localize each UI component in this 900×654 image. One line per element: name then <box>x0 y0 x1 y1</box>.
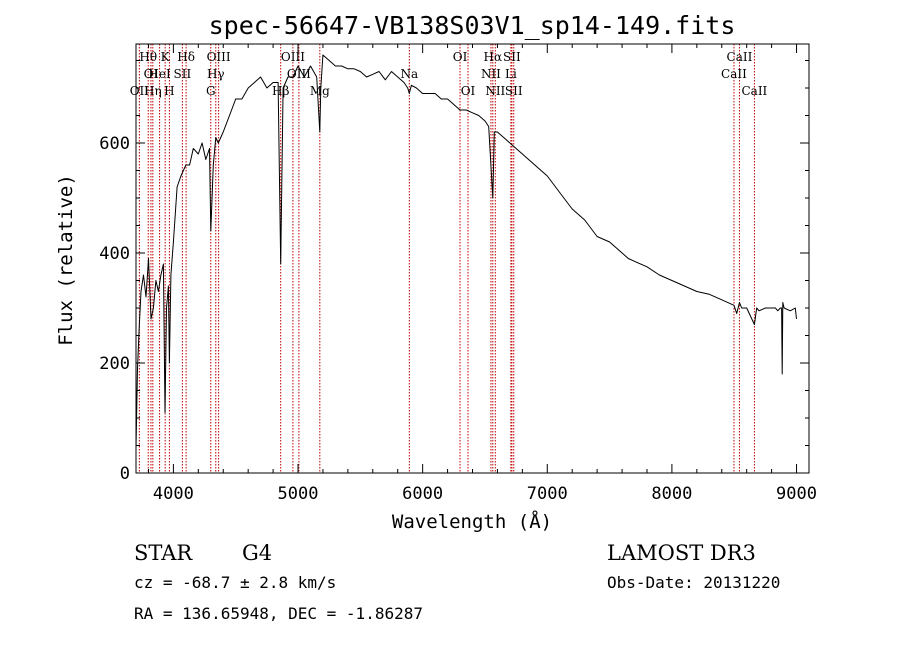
line-label-6: H <box>164 84 174 98</box>
object-class: STAR <box>134 541 193 565</box>
line-label-0: OII <box>130 84 150 98</box>
observation-date: Obs-Date: 20131220 <box>607 573 780 592</box>
line-label-20: Hα <box>484 50 503 64</box>
spectrum-series <box>135 54 797 449</box>
survey-name: LAMOST DR3 <box>607 541 756 565</box>
line-label-21: NII <box>485 84 505 98</box>
line-label-8: Hδ <box>177 50 195 64</box>
x-tick-label-1: 5000 <box>278 484 319 504</box>
line-label-11: OIII <box>207 50 231 64</box>
line-label-18: OI <box>461 84 476 98</box>
spectrum-line <box>135 54 797 449</box>
line-label-10: Hγ <box>207 67 225 81</box>
line-label-13: OIII <box>281 50 305 64</box>
line-label-5: K <box>161 50 171 64</box>
line-label-17: OI <box>453 50 468 64</box>
line-label-4: HeI <box>148 67 171 81</box>
line-label-24: SII <box>505 84 523 98</box>
x-axis-label: Wavelength (Å) <box>392 510 552 533</box>
line-label-14: OIII <box>287 67 311 81</box>
line-label-12: Hβ <box>272 84 289 98</box>
y-tick-label-2: 400 <box>99 244 130 264</box>
line-label-15: Mg <box>310 84 330 98</box>
y-tick-label-3: 600 <box>99 134 130 154</box>
line-label-25: CaII <box>721 67 747 81</box>
x-tick-label-0: 4000 <box>153 484 194 504</box>
x-axis-ticks: 4000 5000 6000 7000 8000 9000 <box>147 44 817 504</box>
y-tick-label-1: 200 <box>99 354 130 374</box>
y-tick-label-0: 0 <box>120 464 130 484</box>
line-label-26: CaII <box>727 50 753 64</box>
spectral-line-labels: OIIHθOIHηHeIKHSIIHδGHγOIIIHβOIIIOIIIMgNa… <box>130 50 768 98</box>
line-label-23: SII <box>503 50 521 64</box>
x-tick-label-4: 8000 <box>651 484 692 504</box>
line-label-1: Hθ <box>139 50 157 64</box>
line-label-9: G <box>206 84 216 98</box>
line-label-16: Na <box>400 67 418 81</box>
velocity-readout: cz = -68.7 ± 2.8 km/s <box>134 573 336 592</box>
x-tick-label-5: 9000 <box>776 484 817 504</box>
chart-title: spec-56647-VB138S03V1_sp14-149.fits <box>209 11 736 40</box>
coordinates-readout: RA = 136.65948, DEC = -1.86287 <box>134 604 423 623</box>
line-label-3: Hη <box>144 84 162 98</box>
y-axis-ticks: 0 200 400 600 <box>99 60 809 484</box>
line-label-7: SII <box>174 67 192 81</box>
line-label-27: CaII <box>741 84 767 98</box>
line-label-19: NII <box>481 67 501 81</box>
object-subclass: G4 <box>242 541 272 565</box>
x-tick-label-2: 6000 <box>402 484 443 504</box>
x-tick-label-3: 7000 <box>527 484 568 504</box>
line-label-22: Li <box>505 67 517 81</box>
line-label-2: OI <box>144 67 159 81</box>
y-axis-label: Flux (relative) <box>55 174 77 346</box>
